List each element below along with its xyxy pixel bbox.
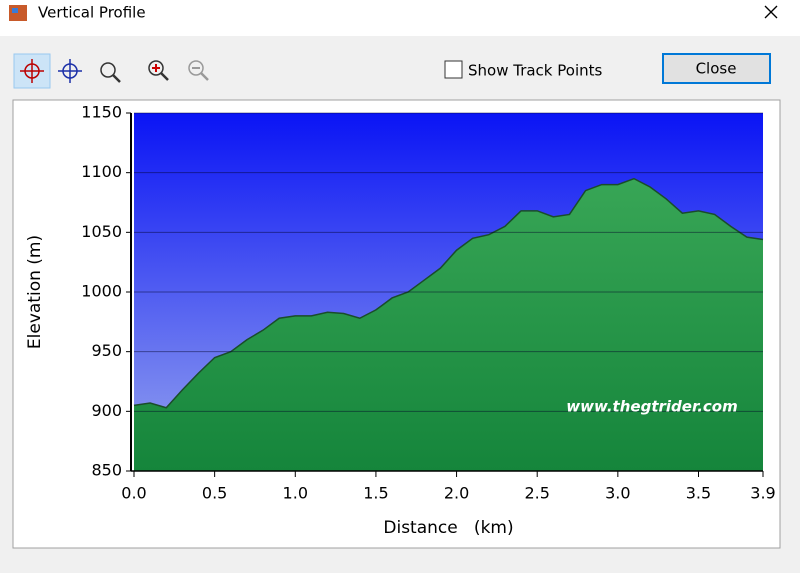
checkbox-label[interactable]: Show Track Points xyxy=(468,62,603,80)
x-tick-label: 2.0 xyxy=(444,484,469,503)
y-tick-label: 1100 xyxy=(81,162,122,181)
close-button-label[interactable]: Close xyxy=(696,60,737,78)
x-tick-label: 3.9 xyxy=(750,484,775,503)
elevation-line xyxy=(133,177,764,409)
y-tick-label: 950 xyxy=(91,341,122,360)
x-tick-label: 1.0 xyxy=(283,484,308,503)
x-tick-label: 0.5 xyxy=(202,484,227,503)
x-tick-label: 3.5 xyxy=(686,484,711,503)
y-tick-label: 900 xyxy=(91,401,122,420)
y-tick-label: 1150 xyxy=(81,103,122,122)
close-button[interactable] xyxy=(662,53,771,84)
x-tick-label: 0.0 xyxy=(121,484,146,503)
x-tick-label: 2.5 xyxy=(524,484,549,503)
x-tick-label: 3.0 xyxy=(605,484,630,503)
toolbar-icons xyxy=(20,59,209,83)
close-x[interactable] xyxy=(764,5,778,19)
y-axis-label: Elevation (m) xyxy=(25,235,45,349)
x-tick-label: 1.5 xyxy=(363,484,388,503)
window-title: Vertical Profile xyxy=(38,4,146,22)
watermark: www.thegtrider.com xyxy=(566,398,737,416)
x-axis-label: Distance (km) xyxy=(383,518,513,538)
y-tick-label: 1050 xyxy=(81,222,122,241)
title-bar xyxy=(0,0,800,36)
elevation-area xyxy=(134,178,763,471)
y-tick-label: 1000 xyxy=(81,282,122,301)
app-icon-part xyxy=(12,8,18,13)
checkbox[interactable] xyxy=(444,60,463,79)
y-tick-label: 850 xyxy=(91,461,122,480)
